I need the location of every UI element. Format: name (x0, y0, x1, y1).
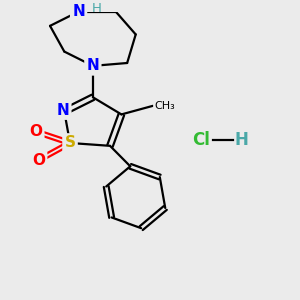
Text: N: N (72, 4, 85, 19)
Text: S: S (64, 136, 76, 151)
Text: O: O (32, 153, 45, 168)
Text: N: N (56, 103, 69, 118)
Text: H: H (92, 2, 101, 15)
Text: CH₃: CH₃ (154, 101, 175, 111)
Text: Cl: Cl (193, 131, 210, 149)
Text: N: N (86, 58, 99, 74)
Text: H: H (235, 131, 248, 149)
Text: O: O (29, 124, 42, 139)
